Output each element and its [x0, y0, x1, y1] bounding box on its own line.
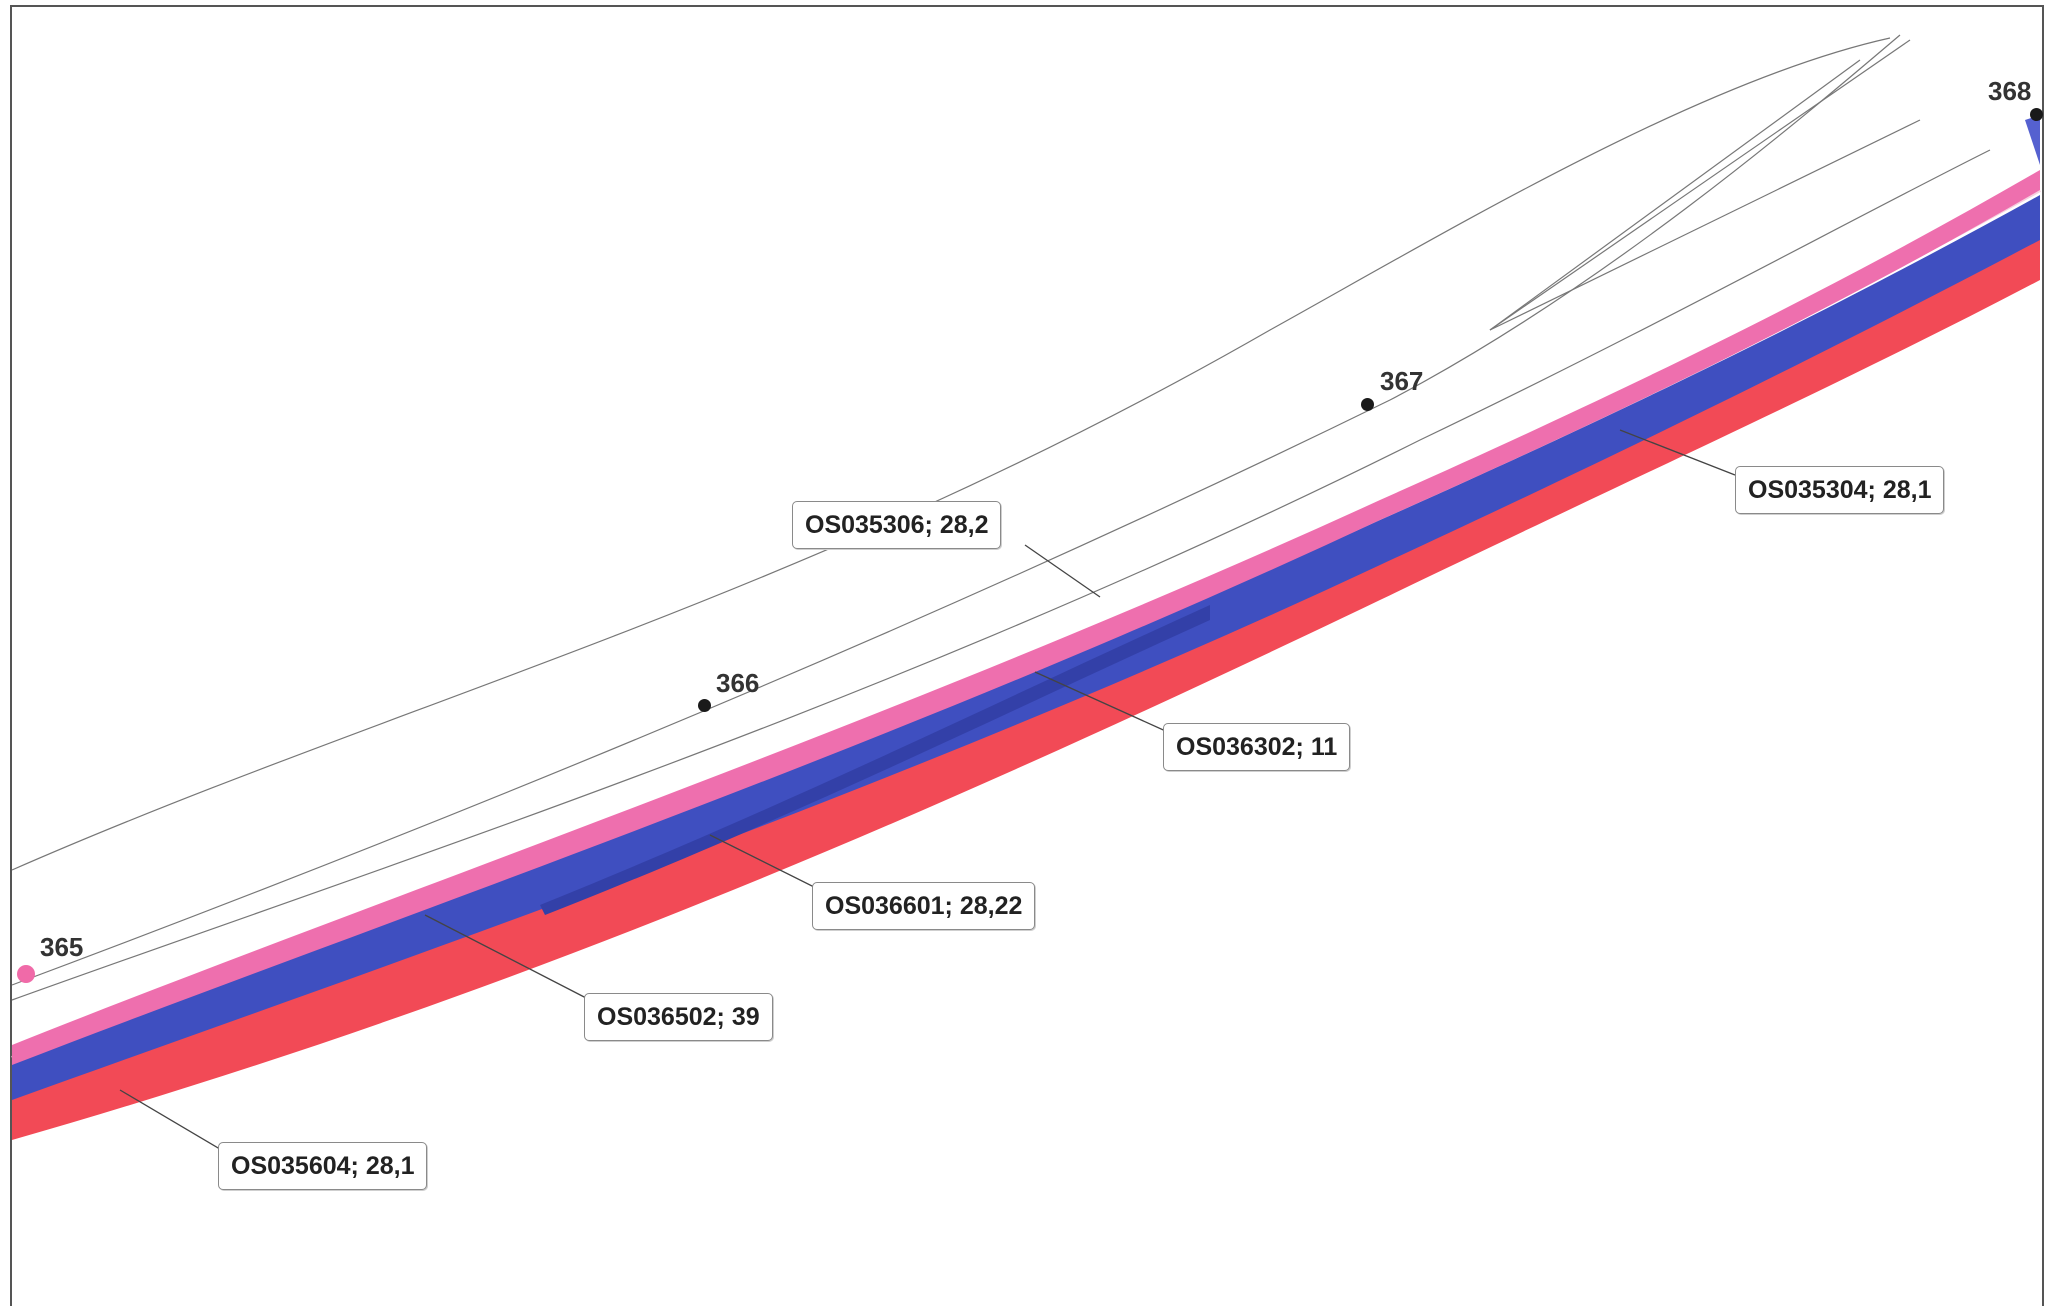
km-marker-367-dot[interactable] [1361, 398, 1374, 411]
outline-branch-3 [1489, 119, 1921, 331]
km-marker-366-label: 366 [716, 668, 760, 698]
outline-upper [11, 37, 1891, 871]
blue-edge-sliver [2025, 115, 2040, 165]
map-frame [10, 5, 2044, 1306]
leader-os036601 [709, 834, 821, 891]
parcel-callout[interactable]: OS036502; 39 [584, 993, 773, 1041]
leader-lines [119, 429, 1736, 1156]
leader-os036502 [424, 914, 591, 1001]
leader-os035304 [1619, 429, 1736, 476]
km-marker-365-label: 365 [40, 932, 84, 962]
parcel-callout[interactable]: OS036601; 28,22 [812, 882, 1036, 930]
leader-os035306 [1024, 544, 1101, 598]
outline-branch-2 [1489, 59, 1861, 331]
outline-branch-1 [1489, 39, 1911, 331]
road-outlines [11, 34, 1991, 1001]
outline-lower [11, 149, 1991, 1001]
leader-os035604 [119, 1089, 231, 1156]
parcel-callout[interactable]: OS035304; 28,1 [1735, 466, 1945, 514]
blue-parcel-strip[interactable] [12, 195, 2040, 1100]
km-marker-368-dot[interactable] [2030, 108, 2043, 121]
parcel-callout[interactable]: OS035604; 28,1 [218, 1142, 428, 1190]
km-marker-365-dot[interactable] [17, 965, 35, 983]
outline-middle [11, 34, 1901, 986]
km-marker-367-label: 367 [1380, 366, 1424, 396]
inner-blue-parcel[interactable] [540, 605, 1210, 915]
parcel-callout[interactable]: OS035306; 28,2 [792, 501, 1002, 549]
pink-parcel-strip[interactable] [12, 170, 2040, 1065]
leader-os036302 [1034, 671, 1171, 734]
parcel-callout[interactable]: OS036302; 11 [1163, 723, 1351, 771]
km-marker-366-dot[interactable] [698, 699, 711, 712]
km-marker-368-label: 368 [1988, 76, 2032, 106]
